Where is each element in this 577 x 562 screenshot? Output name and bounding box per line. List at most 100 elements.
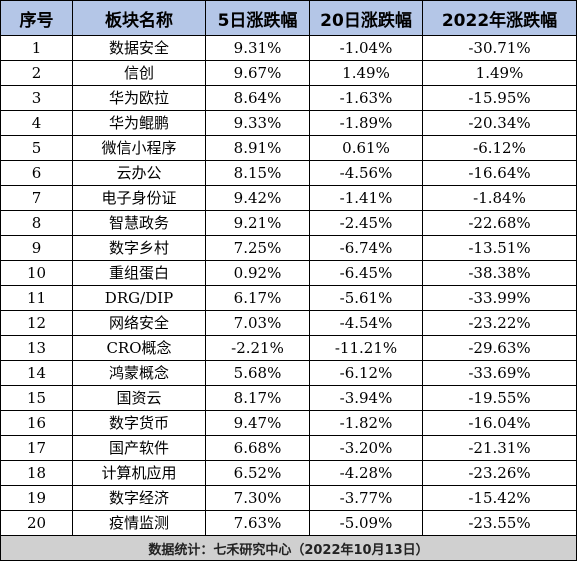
cell-20day-change: -2.45% [309, 210, 423, 236]
cell-2022-change: -38.38% [422, 260, 577, 286]
table-row: 13 CRO概念 -2.21% -11.21% -29.63% [0, 335, 577, 361]
table-row: 7 电子身份证 9.42% -1.41% -1.84% [0, 185, 577, 211]
cell-20day-change: -6.74% [309, 235, 423, 261]
cell-2022-change: -23.26% [422, 460, 577, 486]
table-row: 4 华为鲲鹏 9.33% -1.89% -20.34% [0, 110, 577, 136]
header-2022-change: 2022年涨跌幅 [422, 0, 577, 36]
cell-5day-change: 6.68% [205, 435, 310, 461]
cell-sector-name: 电子身份证 [72, 185, 206, 211]
cell-20day-change: -1.04% [309, 35, 423, 61]
cell-2022-change: -6.12% [422, 135, 577, 161]
header-20day-change: 20日涨跌幅 [309, 0, 423, 36]
cell-index: 10 [0, 260, 73, 286]
cell-5day-change: 7.25% [205, 235, 310, 261]
table-row: 20 疫情监测 7.63% -5.09% -23.55% [0, 510, 577, 536]
cell-index: 16 [0, 410, 73, 436]
cell-2022-change: -33.99% [422, 285, 577, 311]
cell-sector-name: 数据安全 [72, 35, 206, 61]
header-index: 序号 [0, 0, 73, 36]
cell-2022-change: -21.31% [422, 435, 577, 461]
cell-sector-name: 疫情监测 [72, 510, 206, 536]
cell-2022-change: -23.55% [422, 510, 577, 536]
cell-2022-change: -15.95% [422, 85, 577, 111]
cell-index: 13 [0, 335, 73, 361]
cell-5day-change: 9.21% [205, 210, 310, 236]
cell-sector-name: 微信小程序 [72, 135, 206, 161]
cell-index: 18 [0, 460, 73, 486]
cell-sector-name: 数字乡村 [72, 235, 206, 261]
cell-sector-name: 数字经济 [72, 485, 206, 511]
cell-sector-name: CRO概念 [72, 335, 206, 361]
cell-index: 2 [0, 60, 73, 86]
cell-5day-change: 7.63% [205, 510, 310, 536]
cell-sector-name: 华为欧拉 [72, 85, 206, 111]
table-row: 14 鸿蒙概念 5.68% -6.12% -33.69% [0, 360, 577, 386]
cell-index: 11 [0, 285, 73, 311]
cell-20day-change: -6.12% [309, 360, 423, 386]
cell-2022-change: -22.68% [422, 210, 577, 236]
cell-5day-change: 8.17% [205, 385, 310, 411]
cell-5day-change: -2.21% [205, 335, 310, 361]
cell-2022-change: -30.71% [422, 35, 577, 61]
cell-20day-change: -4.56% [309, 160, 423, 186]
header-sector-name: 板块名称 [72, 0, 206, 36]
cell-index: 8 [0, 210, 73, 236]
cell-20day-change: -4.28% [309, 460, 423, 486]
cell-20day-change: -4.54% [309, 310, 423, 336]
cell-5day-change: 9.67% [205, 60, 310, 86]
cell-5day-change: 7.03% [205, 310, 310, 336]
table-row: 9 数字乡村 7.25% -6.74% -13.51% [0, 235, 577, 261]
table-row: 12 网络安全 7.03% -4.54% -23.22% [0, 310, 577, 336]
table-row: 11 DRG/DIP 6.17% -5.61% -33.99% [0, 285, 577, 311]
table-row: 6 云办公 8.15% -4.56% -16.64% [0, 160, 577, 186]
table-header: 序号 板块名称 5日涨跌幅 20日涨跌幅 2022年涨跌幅 [0, 0, 577, 36]
cell-5day-change: 0.92% [205, 260, 310, 286]
cell-5day-change: 6.52% [205, 460, 310, 486]
cell-index: 1 [0, 35, 73, 61]
table-row: 17 国产软件 6.68% -3.20% -21.31% [0, 435, 577, 461]
cell-index: 9 [0, 235, 73, 261]
cell-sector-name: 鸿蒙概念 [72, 360, 206, 386]
cell-index: 17 [0, 435, 73, 461]
cell-index: 14 [0, 360, 73, 386]
cell-5day-change: 9.42% [205, 185, 310, 211]
cell-2022-change: -15.42% [422, 485, 577, 511]
cell-sector-name: 国资云 [72, 385, 206, 411]
cell-sector-name: 华为鲲鹏 [72, 110, 206, 136]
cell-5day-change: 8.15% [205, 160, 310, 186]
cell-sector-name: 计算机应用 [72, 460, 206, 486]
cell-2022-change: -29.63% [422, 335, 577, 361]
cell-20day-change: -1.82% [309, 410, 423, 436]
cell-5day-change: 6.17% [205, 285, 310, 311]
table-row: 18 计算机应用 6.52% -4.28% -23.26% [0, 460, 577, 486]
header-5day-change: 5日涨跌幅 [205, 0, 310, 36]
cell-sector-name: 重组蛋白 [72, 260, 206, 286]
cell-5day-change: 9.31% [205, 35, 310, 61]
table-footer: 数据统计：七禾研究中心（2022年10月13日） [0, 535, 577, 561]
cell-sector-name: 信创 [72, 60, 206, 86]
cell-20day-change: -1.89% [309, 110, 423, 136]
cell-20day-change: -6.45% [309, 260, 423, 286]
cell-5day-change: 7.30% [205, 485, 310, 511]
cell-5day-change: 5.68% [205, 360, 310, 386]
cell-2022-change: -23.22% [422, 310, 577, 336]
header-row: 序号 板块名称 5日涨跌幅 20日涨跌幅 2022年涨跌幅 [0, 0, 577, 36]
cell-2022-change: -1.84% [422, 185, 577, 211]
cell-20day-change: -5.61% [309, 285, 423, 311]
cell-2022-change: -16.04% [422, 410, 577, 436]
cell-5day-change: 9.47% [205, 410, 310, 436]
cell-20day-change: -1.41% [309, 185, 423, 211]
cell-2022-change: 1.49% [422, 60, 577, 86]
cell-5day-change: 8.91% [205, 135, 310, 161]
table-row: 19 数字经济 7.30% -3.77% -15.42% [0, 485, 577, 511]
cell-5day-change: 9.33% [205, 110, 310, 136]
cell-sector-name: 云办公 [72, 160, 206, 186]
table-row: 8 智慧政务 9.21% -2.45% -22.68% [0, 210, 577, 236]
cell-index: 6 [0, 160, 73, 186]
table-row: 10 重组蛋白 0.92% -6.45% -38.38% [0, 260, 577, 286]
cell-2022-change: -20.34% [422, 110, 577, 136]
cell-20day-change: 0.61% [309, 135, 423, 161]
cell-20day-change: -3.20% [309, 435, 423, 461]
